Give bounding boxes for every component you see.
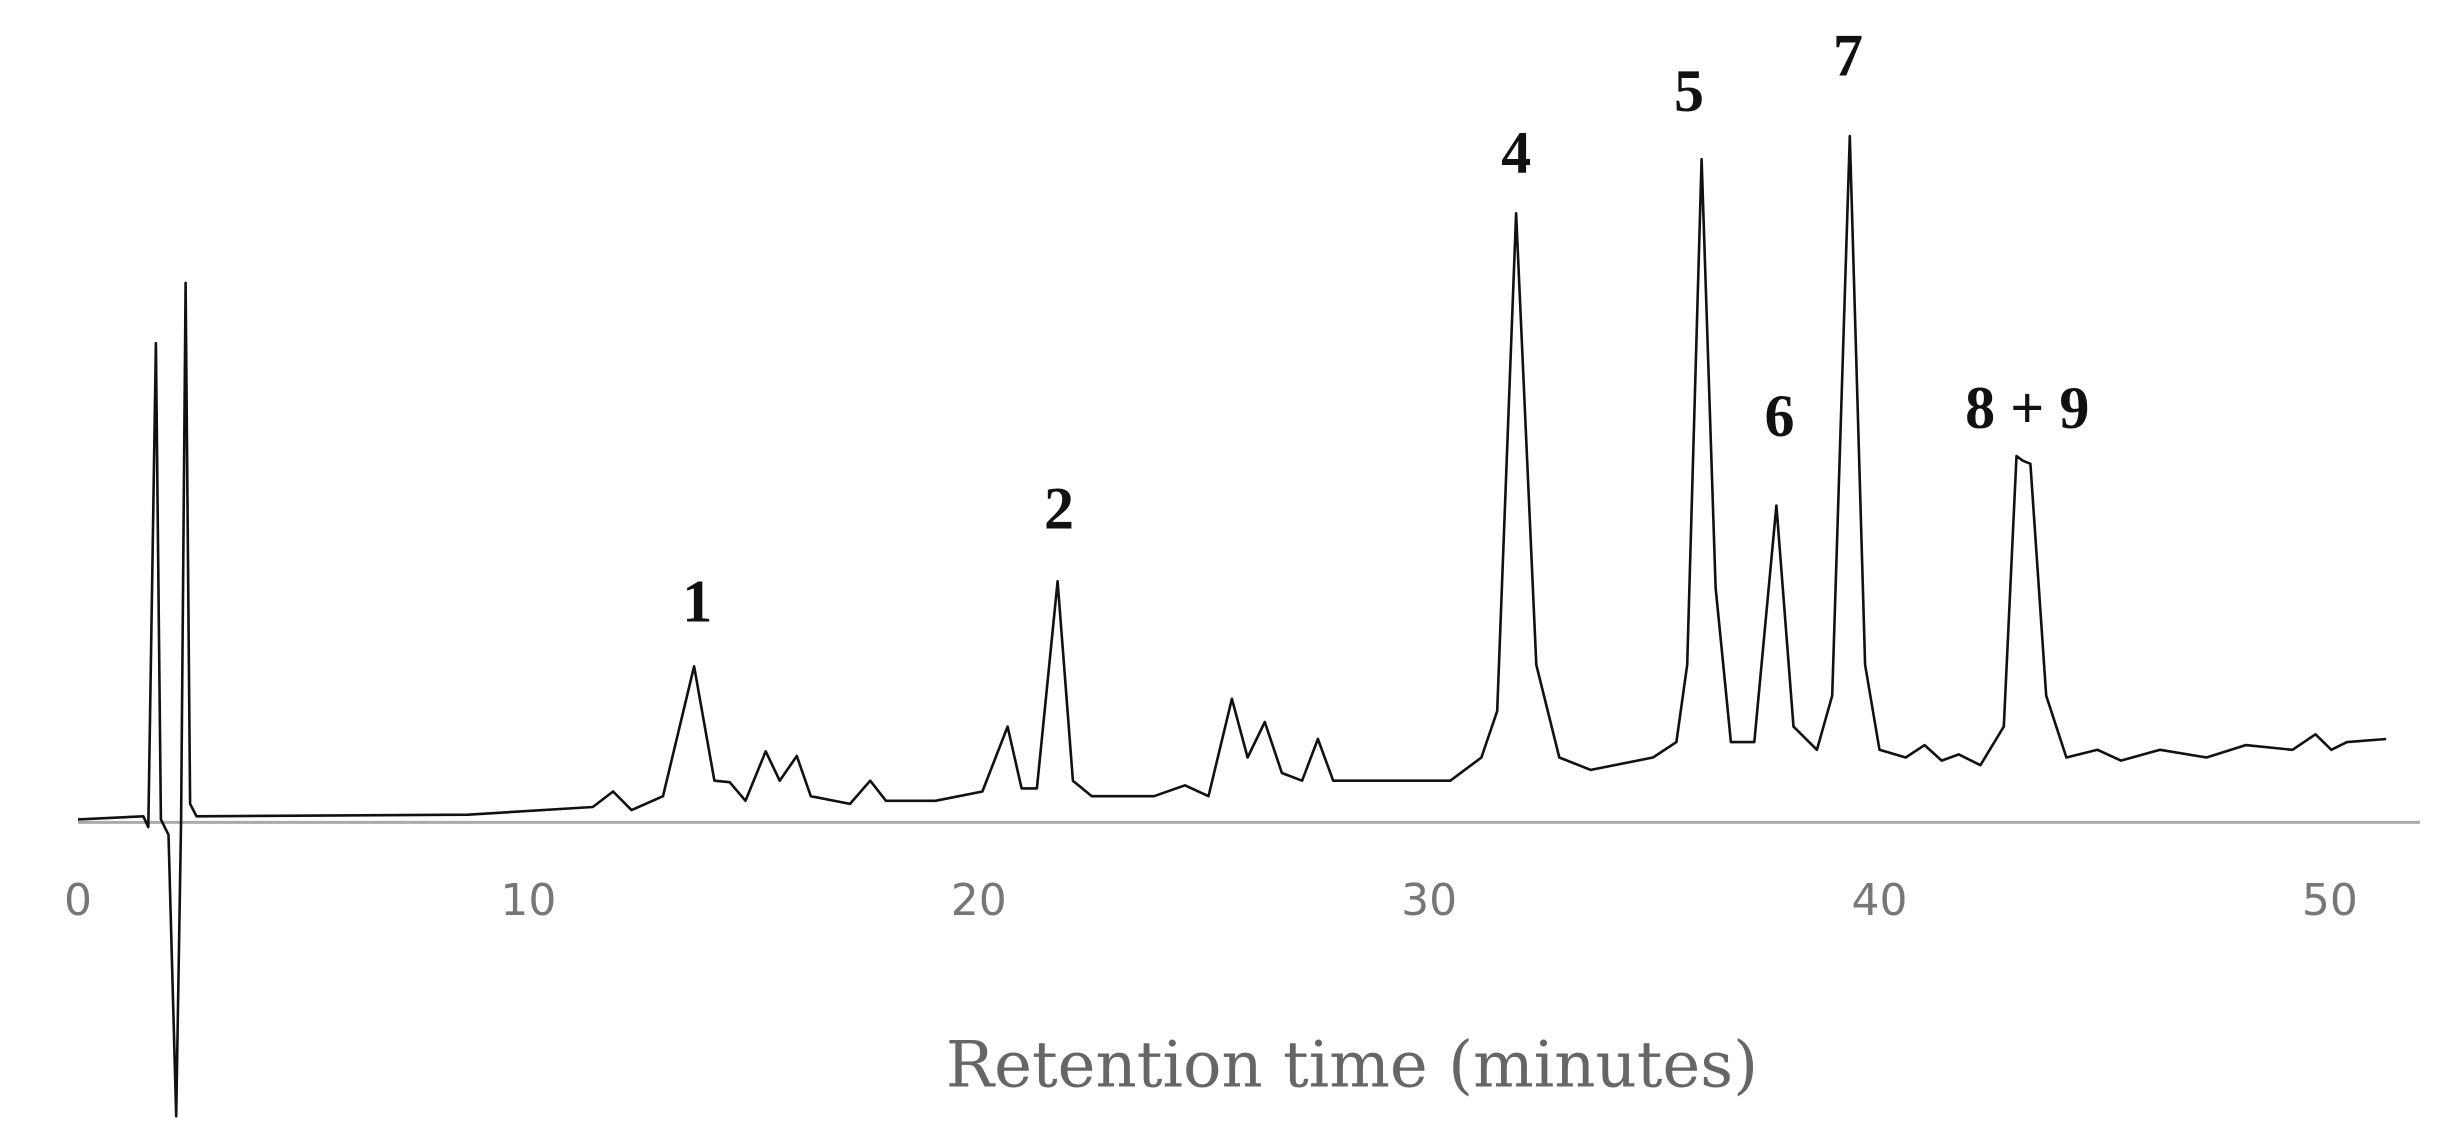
- peak-label: 4: [1501, 120, 1531, 186]
- x-tick-label: 50: [2302, 875, 2358, 926]
- peak-label: 7: [1833, 23, 1863, 89]
- x-axis-title: Retention time (minutes): [946, 1029, 1758, 1103]
- peak-label: 5: [1674, 58, 1704, 124]
- x-tick-label: 10: [500, 875, 556, 926]
- peak-label: 6: [1765, 383, 1795, 449]
- peak-label: 1: [682, 568, 712, 634]
- peak-label: 8 + 9: [1965, 375, 2089, 441]
- chromatogram-trace: [77, 134, 2387, 1118]
- peak-label: 2: [1044, 476, 1074, 542]
- x-tick-label: 20: [951, 875, 1007, 926]
- x-tick-label: 30: [1401, 875, 1457, 926]
- x-tick-label: 40: [1852, 875, 1908, 926]
- x-tick-label: 0: [64, 875, 92, 926]
